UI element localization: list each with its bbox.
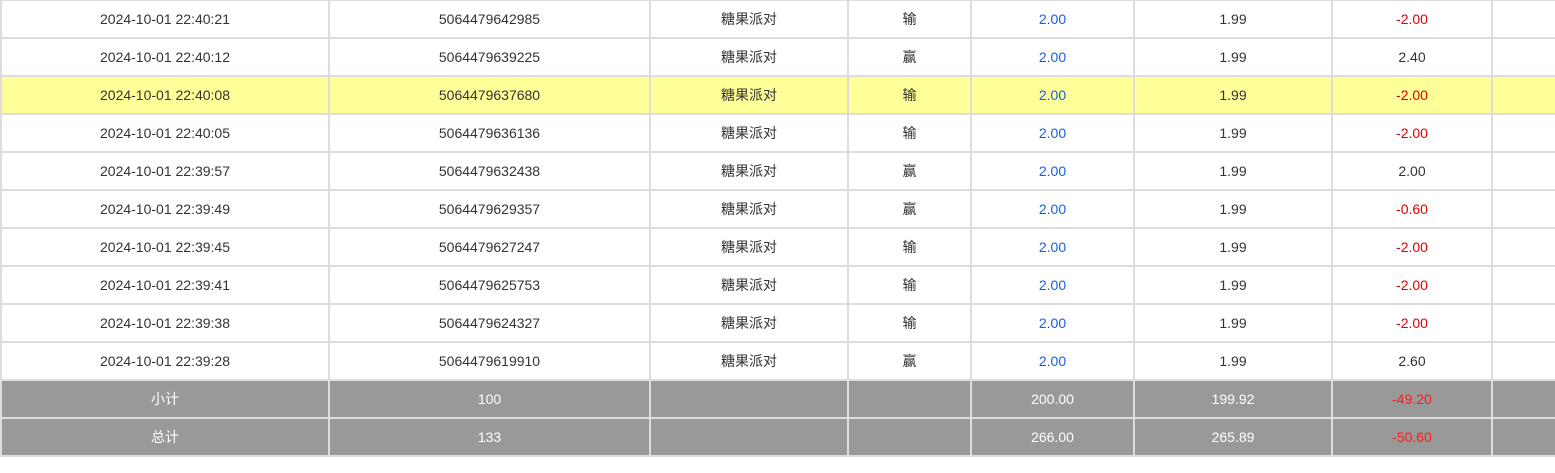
bet-amount-cell: 2.00 <box>970 37 1135 77</box>
total-row: 总计 133 266.00 265.89 -50.60 <box>0 417 1555 457</box>
table-row[interactable]: 2024-10-01 22:40:05 5064479636136 糖果派对输 2.0… <box>0 113 1555 153</box>
game-name-cell: 糖果派对 <box>649 75 849 115</box>
order-id-cell: 5064479639225 <box>328 37 651 77</box>
order-id-cell: 5064479642985 <box>328 0 651 39</box>
bet-time-cell: 2024-10-01 22:39:41 <box>0 265 330 305</box>
game-name-cell: 糖果派对 <box>649 37 849 77</box>
total-label: 总计 <box>0 417 330 457</box>
subtotal-profit: -49.20 <box>1331 379 1493 419</box>
table-row[interactable]: 2024-10-01 22:40:21 5064479642985 糖果派对输 2.0… <box>0 0 1555 39</box>
bet-amount-cell: 2.00 <box>970 75 1135 115</box>
order-id-cell: 5064479629357 <box>328 189 651 229</box>
bet-time-cell: 2024-10-01 22:39:57 <box>0 151 330 191</box>
bet-amount-cell: 2.00 <box>970 303 1135 343</box>
profit-cell: -2.00 <box>1331 303 1493 343</box>
game-name-cell: 糖果派对 <box>649 189 849 229</box>
profit-cell: -2.00 <box>1331 0 1493 39</box>
result-cell: 输 <box>847 303 972 343</box>
bet-time-cell: 2024-10-01 22:40:21 <box>0 0 330 39</box>
table-row[interactable]: 2024-10-01 22:40:12 5064479639225 糖果派对赢 2.0… <box>0 37 1555 77</box>
table-row[interactable]: 2024-10-01 22:39:57 5064479632438 糖果派对赢 2.0… <box>0 151 1555 191</box>
result-cell: 输 <box>847 113 972 153</box>
bet-time-cell: 2024-10-01 22:40:12 <box>0 37 330 77</box>
valid-bet-cell: 1.99 <box>1133 0 1333 39</box>
bet-time-cell: 2024-10-01 22:39:49 <box>0 189 330 229</box>
subtotal-label: 小计 <box>0 379 330 419</box>
bet-amount-cell: 2.00 <box>970 341 1135 381</box>
result-cell: 赢 <box>847 151 972 191</box>
valid-bet-cell: 1.99 <box>1133 341 1333 381</box>
table-row[interactable]: 2024-10-01 22:39:28 5064479619910 糖果派对赢 2.0… <box>0 341 1555 381</box>
game-name-cell: 糖果派对 <box>649 0 849 39</box>
result-cell: 赢 <box>847 189 972 229</box>
order-id-cell: 5064479637680 <box>328 75 651 115</box>
valid-bet-cell: 1.99 <box>1133 189 1333 229</box>
game-name-cell: 糖果派对 <box>649 113 849 153</box>
valid-bet-cell: 1.99 <box>1133 37 1333 77</box>
order-id-cell: 5064479624327 <box>328 303 651 343</box>
order-id-cell: 5064479625753 <box>328 265 651 305</box>
table-row[interactable]: 2024-10-01 22:40:08 5064479637680 糖果派对输 2.0… <box>0 75 1555 115</box>
result-cell: 输 <box>847 0 972 39</box>
bet-amount-cell: 2.00 <box>970 227 1135 267</box>
result-cell: 赢 <box>847 37 972 77</box>
bet-amount-cell: 2.00 <box>970 265 1135 305</box>
profit-cell: -2.00 <box>1331 227 1493 267</box>
order-id-cell: 5064479632438 <box>328 151 651 191</box>
game-name-cell: 糖果派对 <box>649 265 849 305</box>
total-bet: 266.00 <box>970 417 1135 457</box>
table-row[interactable]: 2024-10-01 22:39:41 5064479625753 糖果派对输 2.0… <box>0 265 1555 305</box>
bet-amount-cell: 2.00 <box>970 151 1135 191</box>
profit-cell: 2.40 <box>1331 37 1493 77</box>
total-count: 133 <box>328 417 651 457</box>
bet-time-cell: 2024-10-01 22:39:45 <box>0 227 330 267</box>
game-name-cell: 糖果派对 <box>649 151 849 191</box>
result-cell: 输 <box>847 227 972 267</box>
bet-amount-cell: 2.00 <box>970 0 1135 39</box>
profit-cell: 2.60 <box>1331 341 1493 381</box>
subtotal-bet: 200.00 <box>970 379 1135 419</box>
game-name-cell: 糖果派对 <box>649 303 849 343</box>
table-row[interactable]: 2024-10-01 22:39:38 5064479624327 糖果派对输 2.0… <box>0 303 1555 343</box>
total-valid: 265.89 <box>1133 417 1333 457</box>
bet-time-cell: 2024-10-01 22:40:08 <box>0 75 330 115</box>
table-row[interactable]: 2024-10-01 22:39:45 5064479627247 糖果派对输 2.0… <box>0 227 1555 267</box>
bet-amount-cell: 2.00 <box>970 113 1135 153</box>
bet-records-table: 2024-10-01 22:40:21 5064479642985 糖果派对输 2.0… <box>0 0 1555 457</box>
order-id-cell: 5064479627247 <box>328 227 651 267</box>
profit-cell: -2.00 <box>1331 113 1493 153</box>
result-cell: 赢 <box>847 341 972 381</box>
valid-bet-cell: 1.99 <box>1133 75 1333 115</box>
bet-time-cell: 2024-10-01 22:39:38 <box>0 303 330 343</box>
result-cell: 输 <box>847 265 972 305</box>
profit-cell: -0.60 <box>1331 189 1493 229</box>
valid-bet-cell: 1.99 <box>1133 113 1333 153</box>
bet-time-cell: 2024-10-01 22:40:05 <box>0 113 330 153</box>
profit-cell: -2.00 <box>1331 265 1493 305</box>
game-name-cell: 糖果派对 <box>649 341 849 381</box>
valid-bet-cell: 1.99 <box>1133 265 1333 305</box>
profit-cell: 2.00 <box>1331 151 1493 191</box>
order-id-cell: 5064479636136 <box>328 113 651 153</box>
table-row[interactable]: 2024-10-01 22:39:49 5064479629357 糖果派对赢 2.0… <box>0 189 1555 229</box>
bet-time-cell: 2024-10-01 22:39:28 <box>0 341 330 381</box>
bet-amount-cell: 2.00 <box>970 189 1135 229</box>
valid-bet-cell: 1.99 <box>1133 303 1333 343</box>
subtotal-valid: 199.92 <box>1133 379 1333 419</box>
game-name-cell: 糖果派对 <box>649 227 849 267</box>
valid-bet-cell: 1.99 <box>1133 151 1333 191</box>
order-id-cell: 5064479619910 <box>328 341 651 381</box>
total-profit: -50.60 <box>1331 417 1493 457</box>
subtotal-count: 100 <box>328 379 651 419</box>
subtotal-row: 小计 100 200.00 199.92 -49.20 <box>0 379 1555 419</box>
valid-bet-cell: 1.99 <box>1133 227 1333 267</box>
result-cell: 输 <box>847 75 972 115</box>
profit-cell: -2.00 <box>1331 75 1493 115</box>
